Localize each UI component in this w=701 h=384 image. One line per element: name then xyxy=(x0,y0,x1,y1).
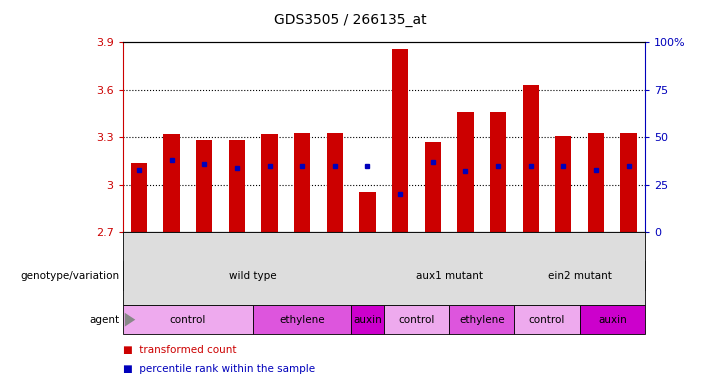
Bar xyxy=(392,49,408,232)
Text: genotype/variation: genotype/variation xyxy=(20,270,119,281)
Text: auxin: auxin xyxy=(598,314,627,325)
Bar xyxy=(620,132,637,232)
Text: aux1 mutant: aux1 mutant xyxy=(416,270,482,281)
Text: ein2 mutant: ein2 mutant xyxy=(547,270,611,281)
Bar xyxy=(163,134,179,232)
Bar xyxy=(327,133,343,232)
Bar xyxy=(588,132,604,232)
Text: agent: agent xyxy=(89,314,119,325)
Text: control: control xyxy=(529,314,565,325)
Text: control: control xyxy=(170,314,206,325)
Bar xyxy=(131,163,147,232)
Text: ethylene: ethylene xyxy=(280,314,325,325)
Bar xyxy=(425,142,441,232)
Text: wild type: wild type xyxy=(229,270,277,281)
Bar xyxy=(196,140,212,232)
Text: auxin: auxin xyxy=(353,314,382,325)
Text: ■  transformed count: ■ transformed count xyxy=(123,345,236,355)
Text: control: control xyxy=(398,314,435,325)
Bar xyxy=(457,112,474,232)
Text: ethylene: ethylene xyxy=(459,314,505,325)
Bar xyxy=(229,140,245,232)
Bar xyxy=(522,85,539,232)
Bar xyxy=(490,112,506,232)
Bar xyxy=(261,134,278,232)
Text: GDS3505 / 266135_at: GDS3505 / 266135_at xyxy=(274,13,427,27)
Bar xyxy=(360,192,376,232)
Bar xyxy=(294,132,311,232)
Bar xyxy=(555,136,571,232)
Text: ■  percentile rank within the sample: ■ percentile rank within the sample xyxy=(123,364,315,374)
